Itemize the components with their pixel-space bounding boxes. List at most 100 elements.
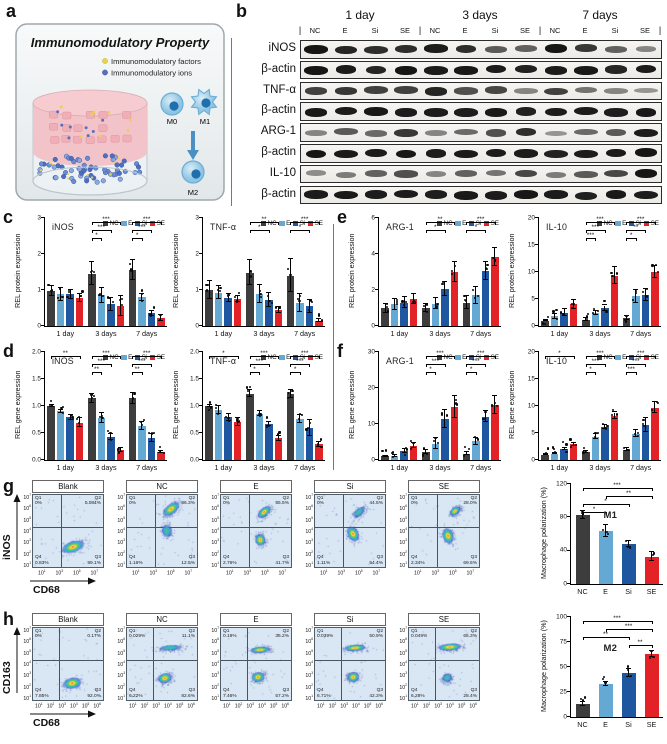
error-bar: [625, 448, 627, 452]
legend-swatch: [134, 354, 141, 361]
data-point: [616, 413, 619, 416]
data-point: [320, 445, 323, 449]
y-tick-label: 0: [531, 455, 535, 463]
blot-band: [635, 46, 657, 53]
data-point: [573, 302, 576, 306]
legend-item: Si: [292, 354, 305, 361]
quadrant-percent: 0%: [129, 501, 136, 507]
quadrant-percent: 1.11%: [317, 560, 331, 566]
quadrant-Q1: Q1 0%: [411, 496, 418, 507]
sig-stars: ***: [296, 358, 304, 366]
blot-band: [605, 128, 627, 136]
sig-bracket: [425, 222, 455, 223]
blot-band: [334, 149, 358, 159]
data-point: [78, 421, 81, 424]
western-blot-panel: 1 day 3 days 7 days NC E Si SE NC E Si SE NC E Si SE | |…: [236, 4, 666, 208]
chart-title: M1: [603, 509, 618, 521]
error-bar-cap: [206, 298, 212, 299]
error-bar-cap: [649, 559, 654, 561]
legend-swatch: [596, 354, 603, 361]
data-point: [308, 421, 311, 424]
lane-separator: |: [418, 25, 422, 35]
error-bar-cap: [561, 446, 567, 448]
bar-NC: [286, 394, 295, 460]
sig-bracket-tick: [585, 364, 587, 367]
data-point: [436, 442, 439, 445]
legend-label: E: [622, 354, 627, 361]
quadrant-percent: 0.17%: [87, 634, 101, 640]
x-group-label: 3 days: [95, 463, 117, 472]
x-group-label: 7 days: [630, 329, 652, 338]
error-bar-cap: [552, 312, 558, 314]
blot-band: [335, 46, 357, 55]
data-point: [111, 301, 114, 304]
data-point: [465, 299, 468, 302]
y-tick-label: 80: [559, 513, 567, 521]
bar-Si: [305, 427, 314, 460]
bar-SE: [157, 451, 165, 460]
data-point: [624, 539, 628, 542]
blot-band: [395, 108, 417, 117]
x-group-label: 7 days: [294, 329, 316, 338]
blot-band: [365, 148, 387, 158]
sig-bracket: [249, 222, 279, 223]
data-point: [646, 287, 649, 290]
y-tick-label: 103: [23, 538, 31, 547]
flow-plot-E: E 107 106 105 104 103 102 101 101 102 103 104 105 106…: [204, 613, 294, 710]
quadrant-percent: 6.71%: [317, 693, 331, 699]
bar-Si: [107, 304, 115, 326]
bar-NC: [128, 398, 137, 460]
sig-bracket-tick: [141, 372, 143, 375]
sig-stars: ***: [596, 350, 604, 358]
sig-bracket: [249, 364, 269, 365]
quadrant-percent: 99.1%: [87, 560, 101, 566]
y-tick-label: 102: [23, 549, 31, 558]
x-tick-label: 101: [131, 569, 140, 577]
x-tick-label: 101: [413, 569, 422, 577]
blot-band: [425, 170, 447, 177]
error-bar-cap: [206, 280, 212, 281]
error-bar: [651, 651, 652, 657]
quadrant-label: Q4: [317, 555, 324, 561]
y-tick-label: 103: [117, 671, 125, 680]
quadrant-Q4: Q4 7.85%: [35, 688, 49, 699]
error-bar-cap: [266, 420, 272, 422]
error-bar: [453, 262, 455, 282]
sig-bracket: [209, 356, 238, 357]
legend-swatch: [102, 220, 109, 227]
error-bar: [494, 396, 496, 415]
bar-NC: [381, 456, 389, 460]
error-bar: [150, 311, 152, 316]
quadrant-label: Q3: [94, 555, 101, 561]
data-point: [298, 299, 301, 303]
flow-plot-area: 107 106 105 104 103 102 101 101 102 103 104 105 106 Q…: [117, 626, 198, 710]
quadrant-percent: 0.084%: [84, 501, 101, 507]
quadrant-Q1: Q1 0%: [129, 496, 136, 507]
error-bar-cap: [451, 395, 457, 397]
y-tick-mark: [567, 641, 571, 642]
quadrant-Q2: Q2 11.1%: [182, 629, 195, 640]
panel-g-label: g: [3, 476, 14, 496]
error-bar-cap: [139, 428, 145, 430]
quadrant-percent: 65.3%: [463, 634, 477, 640]
sig-bracket-tick: [651, 621, 653, 624]
y-tick-label: 15: [527, 240, 535, 248]
day-header: 1 day: [345, 8, 375, 22]
error-bar-cap: [48, 406, 54, 408]
quadrant-vline: [58, 628, 60, 700]
bar-E: [591, 313, 599, 326]
error-bar-cap: [432, 307, 438, 309]
y-tick-label: 101: [305, 694, 313, 702]
error-bar-cap: [411, 447, 417, 449]
x-tick-label: 105: [72, 569, 81, 577]
flow-plot-title: Si: [314, 480, 386, 493]
sig-bracket-tick: [249, 230, 251, 233]
bar-E: [390, 455, 399, 460]
legend-label: NC: [267, 354, 277, 361]
y-tick-mark: [199, 378, 203, 379]
sig-bracket-tick: [91, 230, 93, 233]
error-bar-cap: [552, 453, 558, 455]
y-tick-label: 106: [117, 637, 125, 646]
blot-band: [635, 107, 657, 117]
